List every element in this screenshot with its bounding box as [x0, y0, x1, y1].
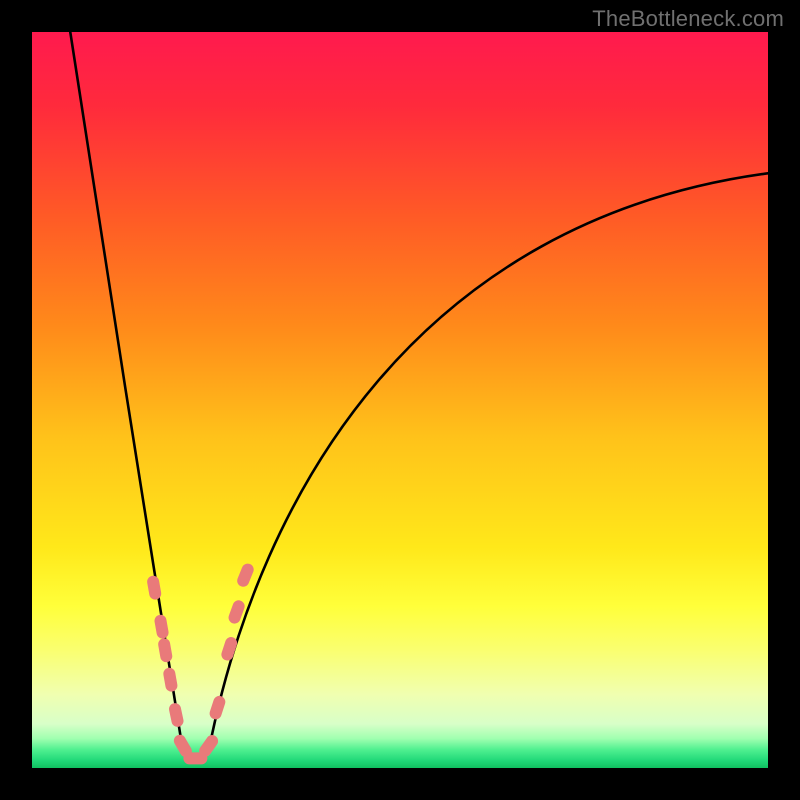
- plot-area: [32, 32, 768, 768]
- figure-root: TheBottleneck.com: [0, 0, 800, 800]
- plot-svg: [32, 32, 768, 768]
- gradient-background: [32, 32, 768, 768]
- watermark-text: TheBottleneck.com: [592, 6, 784, 32]
